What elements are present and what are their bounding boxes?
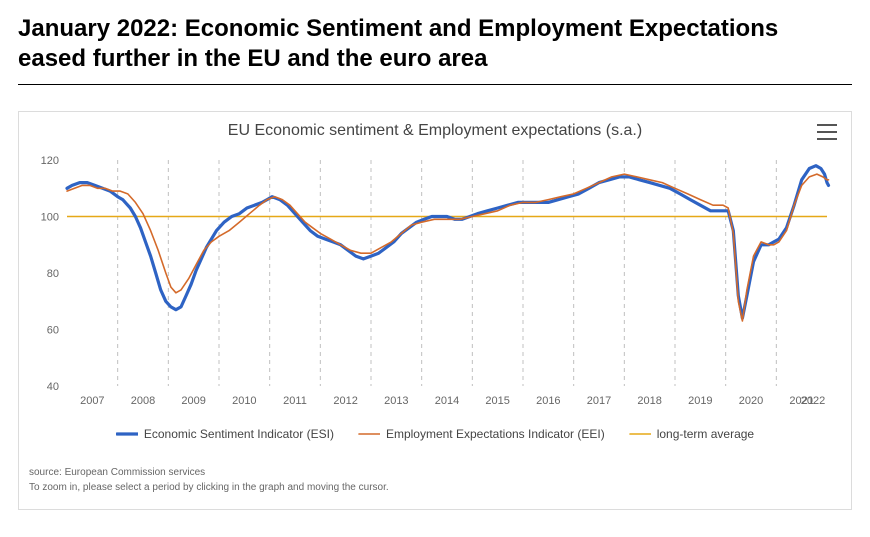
svg-text:2017: 2017 (587, 395, 611, 407)
legend-label-eei: Employment Expectations Indicator (EEI) (386, 427, 605, 441)
svg-text:2022: 2022 (801, 395, 825, 407)
svg-text:100: 100 (41, 212, 59, 224)
menu-icon (817, 124, 837, 126)
svg-text:60: 60 (47, 325, 59, 337)
svg-text:2016: 2016 (536, 395, 560, 407)
svg-text:40: 40 (47, 381, 59, 393)
chart-instruction: To zoom in, please select a period by cl… (29, 480, 841, 495)
svg-text:2019: 2019 (688, 395, 712, 407)
svg-text:2007: 2007 (80, 395, 104, 407)
svg-text:2018: 2018 (637, 395, 661, 407)
legend-label-lta: long-term average (657, 427, 754, 441)
chart-menu-button[interactable] (817, 124, 837, 140)
chart-footer: source: European Commission services To … (19, 457, 851, 509)
svg-text:2014: 2014 (435, 395, 459, 407)
svg-text:2008: 2008 (131, 395, 155, 407)
svg-text:2009: 2009 (181, 395, 205, 407)
svg-text:2012: 2012 (333, 395, 357, 407)
chart-card: EU Economic sentiment & Employment expec… (18, 111, 852, 510)
chart-title: EU Economic sentiment & Employment expec… (19, 112, 851, 140)
chart-plot-area[interactable]: 40 60 80 100 120 2007 2008 2009 2010 2011 2012 2013… (29, 154, 839, 414)
headline-divider (18, 84, 852, 85)
legend-item-lta[interactable]: long-term average (629, 427, 754, 441)
svg-text:2011: 2011 (283, 395, 307, 407)
svg-text:2015: 2015 (485, 395, 509, 407)
svg-text:2020: 2020 (739, 395, 763, 407)
chart-source: source: European Commission services (29, 465, 841, 480)
legend-item-eei[interactable]: Employment Expectations Indicator (EEI) (358, 427, 605, 441)
svg-text:120: 120 (41, 155, 59, 167)
legend-label-esi: Economic Sentiment Indicator (ESI) (144, 427, 334, 441)
legend-item-esi[interactable]: Economic Sentiment Indicator (ESI) (116, 427, 334, 441)
svg-text:2010: 2010 (232, 395, 256, 407)
svg-text:80: 80 (47, 268, 59, 280)
page-headline: January 2022: Economic Sentiment and Emp… (18, 14, 852, 74)
svg-text:2013: 2013 (384, 395, 408, 407)
chart-legend: Economic Sentiment Indicator (ESI) Employ… (19, 419, 851, 457)
